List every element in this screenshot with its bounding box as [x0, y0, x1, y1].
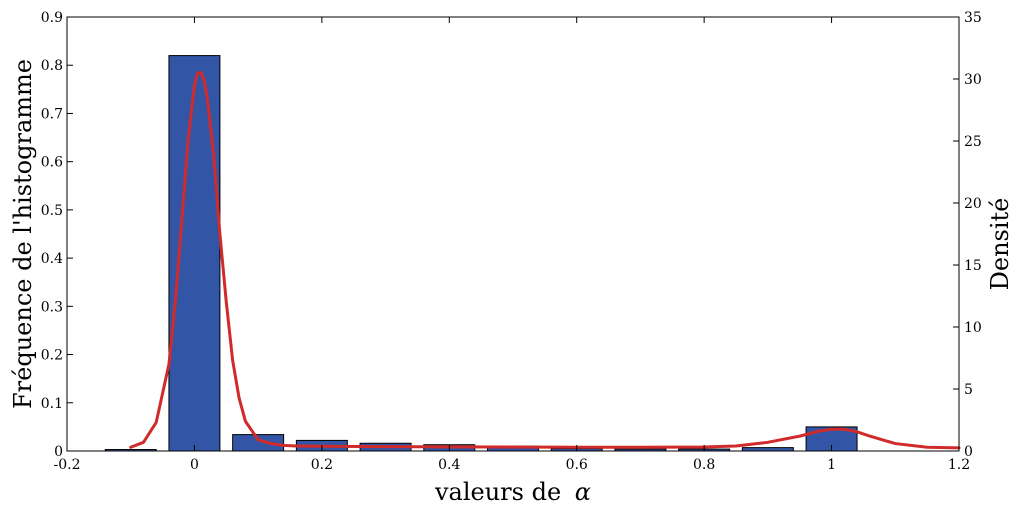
x-axis-title-symbol: α [575, 478, 591, 506]
x-tick-label-2: 0.2 [311, 457, 333, 473]
y-left-tick-label-4: 0.4 [41, 251, 63, 267]
x-tick-label-5: 0.8 [693, 457, 715, 473]
y-right-tick-label-6: 30 [964, 72, 982, 88]
x-tick-label-4: 0.6 [566, 457, 588, 473]
y-left-tick-label-3: 0.3 [41, 299, 63, 315]
histogram-bar-2 [168, 55, 221, 452]
x-axis-title-text: valeurs de [434, 478, 561, 506]
y-left-tick-label-1: 0.1 [41, 396, 63, 412]
x-tick-label-3: 0.4 [438, 457, 460, 473]
density-curve [129, 71, 961, 450]
y-right-tick-label-0: 0 [964, 444, 973, 460]
histogram-bar-11 [741, 447, 794, 452]
y-left-tick-label-7: 0.7 [41, 106, 63, 122]
x-axis-title: valeurs de α [434, 478, 591, 506]
y-right-tick-label-4: 20 [964, 196, 982, 212]
x-tick-label-6: 1 [827, 457, 836, 473]
x-tick-label-1: 0 [190, 457, 199, 473]
y-right-axis-title: Densité [986, 198, 1014, 291]
y-left-tick-label-9: 0.9 [41, 10, 63, 26]
y-right-tick-label-5: 25 [964, 134, 982, 150]
y-right-tick-label-7: 35 [964, 10, 982, 26]
x-tick-label-0: -0.2 [54, 457, 81, 473]
y-right-tick-label-3: 15 [964, 258, 982, 274]
y-right-tick-label-2: 10 [964, 320, 982, 336]
y-right-tick-label-1: 5 [964, 382, 973, 398]
x-tick-label-7: 1.2 [948, 457, 970, 473]
tick-labels-layer: -0.2 0 0.2 0.4 0.6 0.8 1 1.200.10.20.30.40.50.6… [41, 10, 982, 473]
y-left-tick-label-5: 0.5 [41, 203, 63, 219]
density-line-layer [129, 71, 961, 450]
y-left-tick-label-8: 0.8 [41, 58, 63, 74]
ticks-layer [66, 16, 960, 452]
plot-frame [66, 16, 960, 452]
y-left-tick-label-6: 0.6 [41, 155, 63, 171]
bars-layer [104, 55, 858, 452]
y-left-axis-title: Fréquence de l'histogramme [9, 59, 37, 409]
y-left-tick-label-0: 0 [54, 444, 63, 460]
y-left-tick-label-2: 0.2 [41, 348, 63, 364]
